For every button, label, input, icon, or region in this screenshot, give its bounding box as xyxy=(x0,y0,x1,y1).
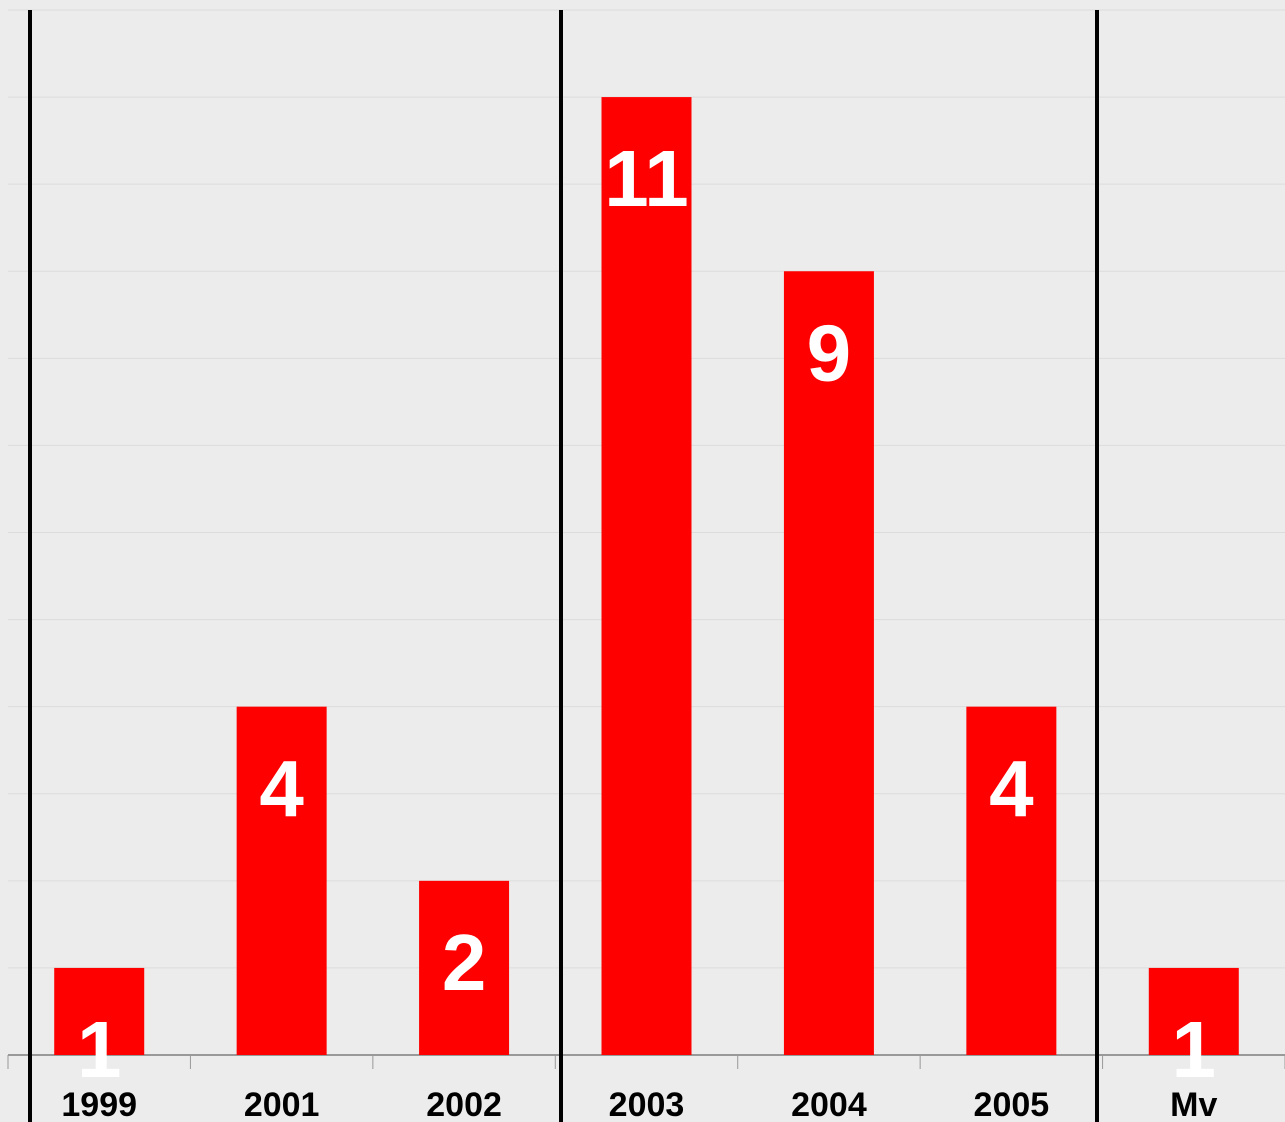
page: {"chart_data": {"type": "bar", "categori… xyxy=(0,0,1285,1122)
value-label: 1 xyxy=(77,1005,122,1094)
x-tick-label: 2001 xyxy=(244,1086,320,1122)
x-tick-label: 2005 xyxy=(974,1086,1050,1122)
x-tick-label: 2003 xyxy=(609,1086,685,1122)
x-tick-label: 2002 xyxy=(426,1086,502,1122)
x-tick-label: 2004 xyxy=(791,1086,867,1122)
x-tick-label: 1999 xyxy=(61,1086,137,1122)
value-label: 9 xyxy=(807,308,852,397)
value-label: 11 xyxy=(604,134,689,223)
value-label: 2 xyxy=(442,918,487,1007)
value-label: 4 xyxy=(259,744,304,833)
chart: 11999420012200211200392004420051Mv xyxy=(0,0,1285,1122)
x-tick-label: Mv xyxy=(1170,1086,1217,1122)
value-label: 1 xyxy=(1172,1005,1217,1094)
bar xyxy=(602,97,692,1055)
value-label: 4 xyxy=(989,744,1034,833)
